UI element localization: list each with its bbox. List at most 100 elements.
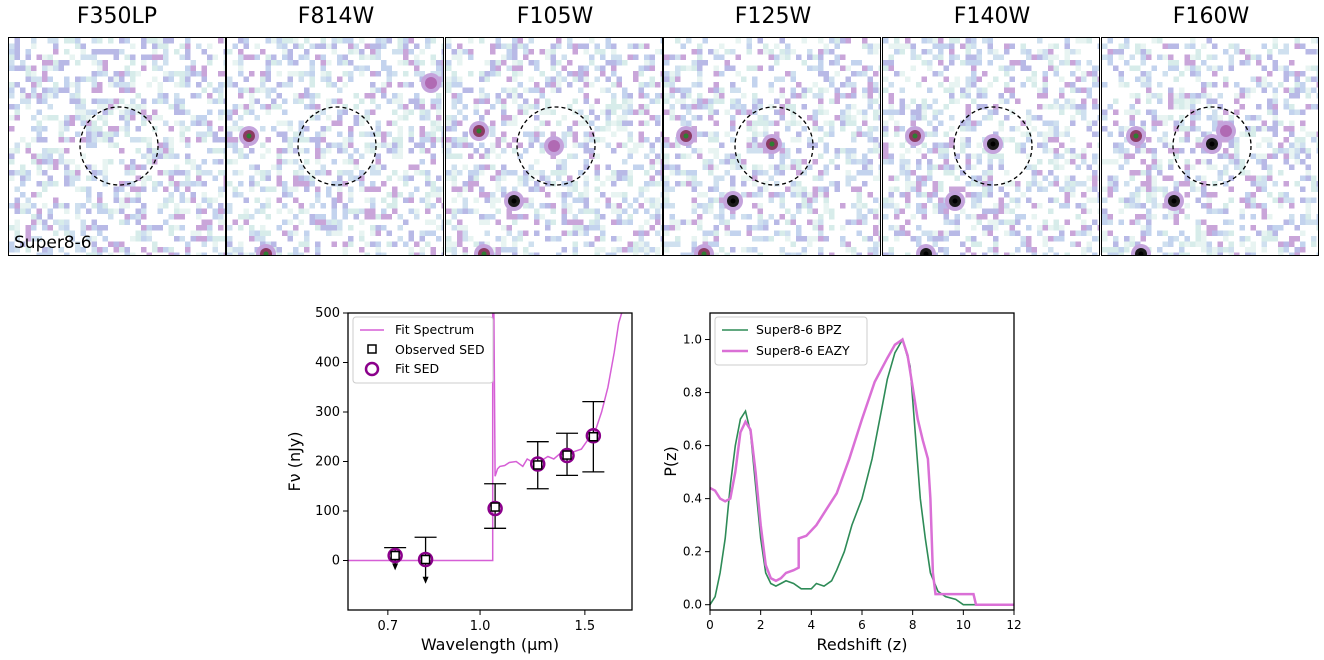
noise-pixel — [976, 192, 982, 198]
noise-pixel — [567, 153, 573, 159]
noise-pixel — [337, 181, 343, 187]
noise-pixel — [36, 181, 42, 187]
noise-pixel — [42, 54, 48, 60]
noise-pixel — [545, 236, 551, 242]
noise-pixel — [353, 49, 359, 55]
noise-pixel — [249, 98, 255, 104]
noise-pixel — [572, 43, 578, 49]
noise-pixel — [1294, 71, 1300, 77]
noise-pixel — [331, 203, 337, 209]
noise-pixel — [265, 93, 271, 99]
noise-pixel — [834, 115, 840, 121]
noise-pixel — [484, 241, 490, 247]
noise-pixel — [375, 54, 381, 60]
noise-pixel — [686, 65, 692, 71]
noise-pixel — [218, 71, 224, 77]
noise-pixel — [490, 120, 496, 126]
noise-pixel — [196, 71, 202, 77]
noise-pixel — [337, 225, 343, 231]
noise-pixel — [501, 247, 507, 253]
source-center — [923, 251, 929, 255]
noise-pixel — [976, 175, 982, 181]
noise-pixel — [1256, 153, 1262, 159]
noise-pixel — [271, 164, 277, 170]
noise-pixel — [664, 181, 670, 187]
observed-sed-point — [490, 502, 500, 512]
noise-pixel — [1042, 175, 1048, 181]
noise-pixel — [1201, 181, 1207, 187]
noise-pixel — [403, 60, 409, 66]
noise-pixel — [757, 219, 763, 225]
noise-pixel — [254, 230, 260, 236]
noise-pixel — [141, 208, 147, 214]
noise-pixel — [1195, 49, 1201, 55]
noise-pixel — [392, 49, 398, 55]
noise-pixel — [713, 120, 719, 126]
noise-pixel — [97, 252, 103, 255]
noise-pixel — [561, 159, 567, 165]
noise-pixel — [58, 203, 64, 209]
noise-pixel — [1075, 203, 1081, 209]
noise-pixel — [1195, 54, 1201, 60]
noise-pixel — [408, 175, 414, 181]
noise-pixel — [790, 186, 796, 192]
noise-pixel — [168, 214, 174, 220]
noise-pixel — [1272, 115, 1278, 121]
noise-pixel — [528, 203, 534, 209]
noise-pixel — [1146, 197, 1152, 203]
noise-pixel — [1157, 247, 1163, 253]
noise-pixel — [840, 109, 846, 115]
noise-pixel — [1234, 148, 1240, 154]
noise-pixel — [238, 87, 244, 93]
noise-pixel — [845, 170, 851, 176]
noise-pixel — [1151, 126, 1157, 132]
noise-pixel — [457, 170, 463, 176]
noise-pixel — [779, 38, 785, 44]
noise-pixel — [998, 120, 1004, 126]
noise-pixel — [348, 60, 354, 66]
noise-pixel — [1212, 247, 1218, 253]
noise-pixel — [823, 164, 829, 170]
noise-pixel — [943, 76, 949, 82]
noise-pixel — [572, 225, 578, 231]
noise-pixel — [1305, 214, 1311, 220]
noise-pixel — [190, 164, 196, 170]
noise-pixel — [1173, 236, 1179, 242]
noise-pixel — [987, 225, 993, 231]
noise-pixel — [1190, 241, 1196, 247]
noise-pixel — [550, 131, 556, 137]
noise-pixel — [179, 225, 185, 231]
noise-pixel — [331, 181, 337, 187]
noise-pixel — [633, 54, 639, 60]
noise-pixel — [1195, 159, 1201, 165]
noise-pixel — [829, 126, 835, 132]
noise-pixel — [757, 98, 763, 104]
noise-pixel — [190, 120, 196, 126]
noise-pixel — [20, 87, 26, 93]
noise-pixel — [1157, 120, 1163, 126]
noise-pixel — [14, 49, 20, 55]
noise-pixel — [97, 203, 103, 209]
noise-pixel — [168, 170, 174, 176]
noise-pixel — [724, 252, 730, 255]
noise-pixel — [987, 186, 993, 192]
noise-pixel — [130, 170, 136, 176]
noise-pixel — [1212, 230, 1218, 236]
noise-pixel — [370, 71, 376, 77]
noise-pixel — [1026, 247, 1032, 253]
noise-pixel — [1283, 241, 1289, 247]
noise-pixel — [1026, 137, 1032, 143]
noise-pixel — [1081, 230, 1087, 236]
noise-pixel — [823, 109, 829, 115]
fit-sed-point — [559, 447, 575, 464]
noise-pixel — [1064, 82, 1070, 88]
noise-pixel — [174, 214, 180, 220]
noise-pixel — [359, 219, 365, 225]
noise-pixel — [1162, 71, 1168, 77]
noise-pixel — [1081, 148, 1087, 154]
noise-pixel — [982, 230, 988, 236]
noise-pixel — [232, 60, 238, 66]
noise-pixel — [976, 76, 982, 82]
